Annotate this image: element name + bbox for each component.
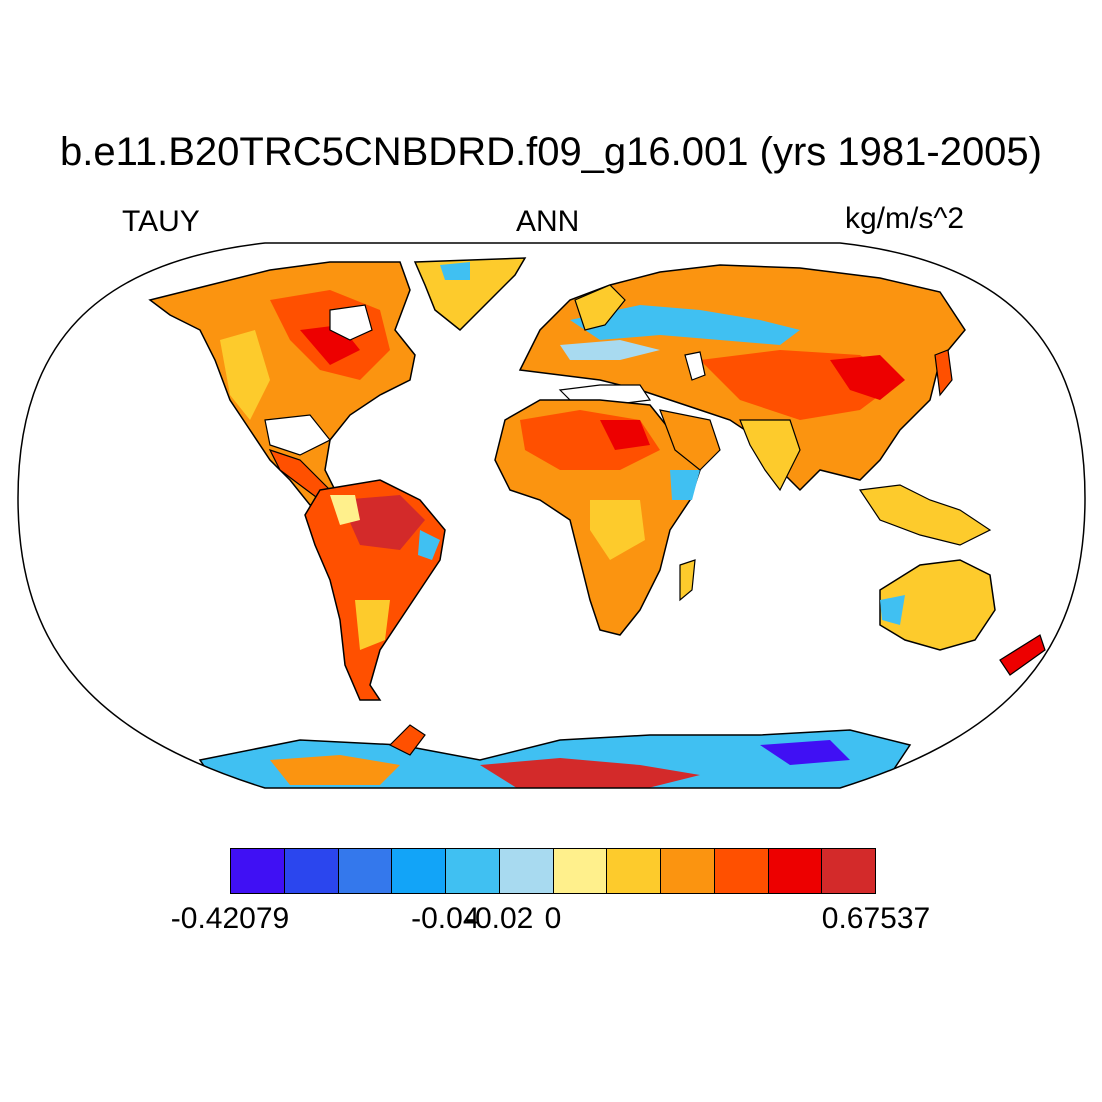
- scandinavia: [574, 284, 626, 331]
- antarctica-orange-band: [270, 755, 400, 785]
- colorbar-tick-label: 0: [544, 902, 562, 935]
- colorbar-box: [338, 849, 393, 893]
- antarctica-red-band: [480, 758, 700, 788]
- colorbar-box: [231, 849, 285, 893]
- amazon-hot-region: [340, 495, 425, 550]
- map-border: [17, 242, 1086, 789]
- colorbar-box: [499, 849, 554, 893]
- india: [739, 419, 801, 492]
- madagascar: [679, 559, 696, 602]
- colorbar-tick-label: 0.67537: [821, 902, 931, 935]
- sahara-red-region: [600, 420, 650, 450]
- colorbar-tick-label: -0.02: [464, 902, 534, 935]
- japan: [934, 349, 953, 397]
- colorbar-box: [392, 849, 446, 893]
- greenland-blue-edge: [440, 262, 470, 280]
- arabian-peninsula: [659, 409, 721, 471]
- colorbar-box: [284, 849, 339, 893]
- antarctica-purple-band: [760, 740, 850, 765]
- colorbar-box: [768, 849, 823, 893]
- africa-blue-edge: [670, 470, 700, 500]
- eurasia-pale-band: [560, 340, 660, 360]
- colorbar-box: [822, 849, 875, 893]
- na-yellow-region: [220, 330, 270, 420]
- australia: [879, 559, 996, 651]
- australia-blue-edge: [880, 595, 905, 625]
- eurasia-blue-band: [570, 305, 800, 345]
- variable-label: TAUY: [122, 205, 200, 238]
- units-label: kg/m/s^2: [845, 202, 965, 235]
- colorbar-box: [714, 849, 769, 893]
- asia-hot-region-2: [830, 355, 905, 400]
- antarctic-peninsula: [388, 724, 426, 756]
- plot-title: b.e11.B20TRC5CNBDRD.f09_g16.001 (yrs 198…: [59, 130, 1042, 174]
- colorbar: [230, 848, 876, 894]
- sa-yellow-region: [355, 600, 390, 650]
- greenland: [413, 257, 527, 332]
- africa-yellow-region: [590, 500, 645, 560]
- colorbar-box: [553, 849, 608, 893]
- southeast-asia-islands: [858, 484, 992, 546]
- colorbar-tick-label: -0.42079: [170, 902, 290, 935]
- colorbar-box: [446, 849, 500, 893]
- colorbar-box: [607, 849, 661, 893]
- sa-blue-region: [418, 530, 440, 560]
- sa-pale-region: [330, 495, 360, 525]
- caspian-sea: [684, 351, 706, 381]
- new-zealand: [999, 634, 1046, 676]
- colorbar-box: [661, 849, 715, 893]
- hudson-bay: [329, 304, 373, 341]
- colorbar-tick-label: -0.04: [411, 902, 480, 935]
- season-label: ANN: [516, 205, 580, 238]
- gulf-of-mexico: [264, 414, 331, 456]
